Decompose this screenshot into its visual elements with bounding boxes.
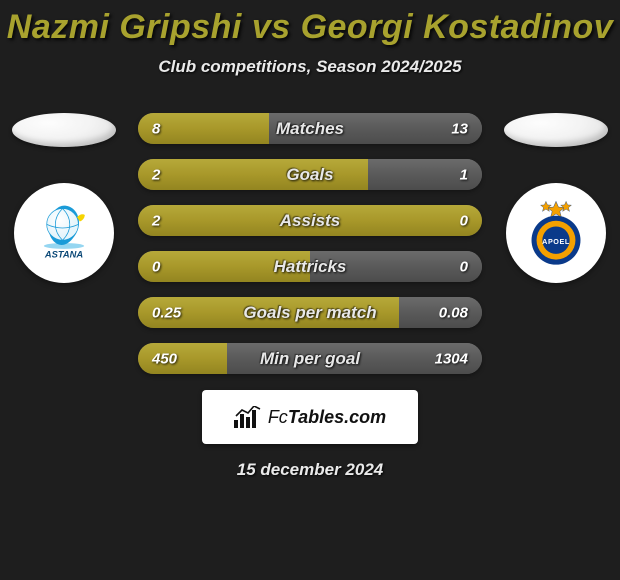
stat-bar-right-value: 0	[460, 212, 468, 229]
right-club-name: APOEL	[542, 237, 570, 246]
stat-bar: Hattricks 0 0	[138, 251, 482, 282]
stat-bar-label: Hattricks	[274, 257, 347, 277]
stat-bar-right-value: 1304	[435, 350, 468, 367]
stat-bar-left-value: 0	[152, 258, 160, 275]
stat-bar-right-value: 13	[451, 120, 468, 137]
stat-bar-right-value: 1	[460, 166, 468, 183]
stat-bar-label: Min per goal	[260, 349, 360, 369]
stat-bars: Matches 8 13 Goals 2 1 Assists 2 0 Hattricks 0 0 Goa…	[138, 113, 482, 374]
left-player-avatar	[12, 113, 116, 147]
content-row: ASTANA Matches813Goals21Assists20Hattric…	[0, 113, 620, 374]
footer-date: 15 december 2024	[0, 460, 620, 480]
left-avatar-column: ASTANA	[8, 113, 120, 283]
stat-bar-right-value: 0.08	[439, 304, 468, 321]
stat-bar-left-value: 450	[152, 350, 177, 367]
right-player-avatar	[504, 113, 608, 147]
branding-text: FcTables.com	[268, 407, 386, 428]
stat-bar: Goals 2 1	[138, 159, 482, 190]
astana-logo-icon: ASTANA	[28, 197, 100, 269]
stat-bar-label: Goals per match	[243, 303, 376, 323]
stat-bar-left-value: 2	[152, 212, 160, 229]
branding-badge: FcTables.com	[202, 390, 418, 444]
stat-bar-label: Goals	[286, 165, 333, 185]
stat-bar-left-value: 2	[152, 166, 160, 183]
right-avatar-column: APOEL	[500, 113, 612, 283]
branding-text-thin: Fc	[268, 407, 288, 427]
left-club-name: ASTANA	[44, 249, 84, 259]
stat-bar-label: Assists	[280, 211, 340, 231]
comparison-infographic: Nazmi Gripshi vs Georgi Kostadinov Club …	[0, 0, 620, 480]
stat-bar: Assists 2 0	[138, 205, 482, 236]
stat-bar: Goals per match 0.25 0.08	[138, 297, 482, 328]
subtitle: Club competitions, Season 2024/2025	[0, 57, 620, 77]
branding-text-bold: Tables.com	[288, 407, 386, 427]
stat-bar-left-value: 0.25	[152, 304, 181, 321]
stat-bar-label: Matches	[276, 119, 344, 139]
stat-bar-left-fill	[138, 159, 368, 190]
stat-bar: Min per goal 450 1304	[138, 343, 482, 374]
right-club-logo: APOEL	[506, 183, 606, 283]
bar-chart-icon	[234, 406, 262, 428]
left-club-logo: ASTANA	[14, 183, 114, 283]
page-title: Nazmi Gripshi vs Georgi Kostadinov	[0, 8, 620, 47]
stat-bar: Matches 8 13	[138, 113, 482, 144]
apoel-logo-icon: APOEL	[520, 197, 592, 269]
stat-bar-left-value: 8	[152, 120, 160, 137]
stat-bar-right-value: 0	[460, 258, 468, 275]
